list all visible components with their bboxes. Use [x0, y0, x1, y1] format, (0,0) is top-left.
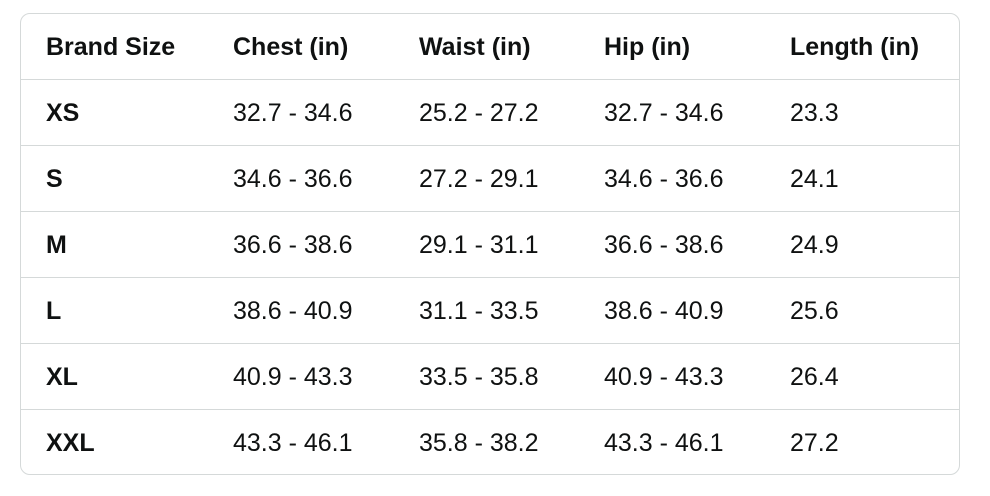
header-cell: Hip (in) [604, 33, 691, 61]
table-row: L 38.6 - 40.9 31.1 - 33.5 38.6 - 40.9 25.6 [21, 277, 959, 344]
table-cell: 24.1 [790, 165, 839, 193]
table-cell: 40.9 - 43.3 [604, 363, 724, 391]
header-cell: Chest (in) [233, 33, 349, 61]
table-cell: 35.8 - 38.2 [419, 429, 539, 457]
table-cell: M [46, 231, 67, 259]
table-cell: XL [46, 363, 78, 391]
table-cell: 40.9 - 43.3 [233, 363, 353, 391]
table-row: M 36.6 - 38.6 29.1 - 31.1 36.6 - 38.6 24.9 [21, 211, 959, 278]
table-cell: 38.6 - 40.9 [604, 297, 724, 325]
table-cell: 43.3 - 46.1 [233, 429, 353, 457]
table-cell: XXL [46, 429, 95, 457]
table-cell: 27.2 [790, 429, 839, 457]
table-cell: 27.2 - 29.1 [419, 165, 539, 193]
table-cell: 38.6 - 40.9 [233, 297, 353, 325]
table-cell: 24.9 [790, 231, 839, 259]
size-table: Brand Size Chest (in) Waist (in) Hip (in) Le… [20, 13, 960, 475]
table-cell: 43.3 - 46.1 [604, 429, 724, 457]
table-row: XXL 43.3 - 46.1 35.8 - 38.2 43.3 - 46.1 27.2 [21, 409, 959, 476]
header-cell: Waist (in) [419, 33, 531, 61]
table-cell: XS [46, 99, 80, 127]
header-row: Brand Size Chest (in) Waist (in) Hip (in) Le… [21, 14, 959, 80]
header-cell: Length (in) [790, 33, 920, 61]
table-row: XS 32.7 - 34.6 25.2 - 27.2 32.7 - 34.6 23.3 [21, 79, 959, 146]
table-cell: 29.1 - 31.1 [419, 231, 539, 259]
header-cell: Brand Size [46, 33, 176, 61]
table-cell: 34.6 - 36.6 [604, 165, 724, 193]
table-cell: 36.6 - 38.6 [233, 231, 353, 259]
table-cell: 23.3 [790, 99, 839, 127]
table-cell: L [46, 297, 62, 325]
table-row: XL 40.9 - 43.3 33.5 - 35.8 40.9 - 43.3 26.4 [21, 343, 959, 410]
table-cell: 31.1 - 33.5 [419, 297, 539, 325]
table-row: S 34.6 - 36.6 27.2 - 29.1 34.6 - 36.6 24.1 [21, 145, 959, 212]
table-cell: 26.4 [790, 363, 839, 391]
table-cell: 36.6 - 38.6 [604, 231, 724, 259]
table-cell: 25.2 - 27.2 [419, 99, 539, 127]
table-cell: 25.6 [790, 297, 839, 325]
table-cell: 32.7 - 34.6 [604, 99, 724, 127]
table-cell: 33.5 - 35.8 [419, 363, 539, 391]
table-cell: 34.6 - 36.6 [233, 165, 353, 193]
table-cell: 32.7 - 34.6 [233, 99, 353, 127]
table-cell: S [46, 165, 63, 193]
